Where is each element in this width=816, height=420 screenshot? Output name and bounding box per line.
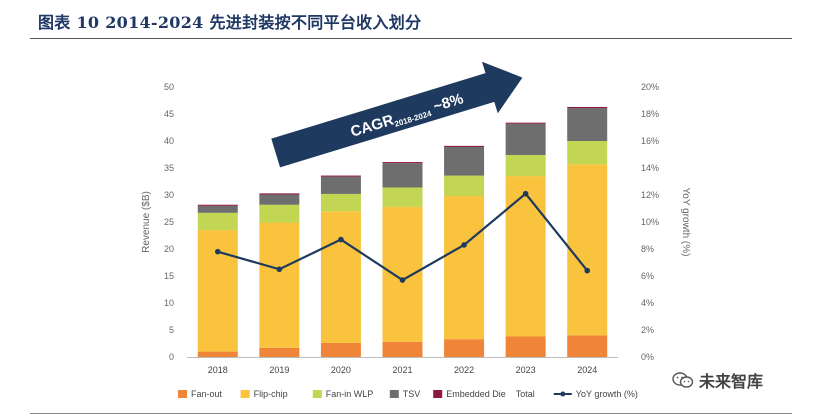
- y-tick-label: 0: [169, 352, 174, 362]
- yoy-growth-point: [584, 267, 591, 274]
- yoy-growth-point: [461, 242, 467, 248]
- bar-tsv: [382, 163, 423, 188]
- y2-tick-label: 10%: [641, 217, 659, 227]
- bar-embedded-die: [444, 145, 485, 147]
- watermark-text: 未来智库: [699, 374, 764, 391]
- y2-tick-label: 18%: [641, 109, 659, 119]
- legend-swatch: [312, 390, 322, 398]
- bar-fan-in-wlp: [382, 187, 423, 207]
- legend-label: YoY growth (%): [576, 389, 638, 399]
- yoy-growth-point: [399, 277, 406, 283]
- x-tick-label: 2020: [331, 365, 351, 375]
- legend-line-marker: [560, 391, 566, 397]
- legend-swatch: [389, 390, 399, 398]
- bar-fan-out: [320, 342, 361, 357]
- bar-flip-chip: [444, 196, 485, 340]
- y2-tick-label: 8%: [641, 244, 654, 254]
- yoy-growth-point: [214, 248, 221, 255]
- legend-swatch: [240, 390, 250, 398]
- bar-fan-out: [505, 336, 546, 357]
- x-tick-label: 2023: [516, 365, 536, 375]
- y-tick-label: 10: [164, 298, 174, 308]
- y2-axis-label: YoY growth (%): [680, 188, 691, 257]
- x-tick-label: 2024: [577, 365, 597, 375]
- y2-tick-label: 20%: [641, 82, 659, 92]
- bar-fan-out: [444, 339, 485, 357]
- bar-embedded-die: [197, 204, 238, 206]
- y2-tick-label: 0%: [641, 352, 654, 362]
- bar-embedded-die: [382, 162, 423, 164]
- bar-embedded-die: [259, 193, 300, 195]
- bar-flip-chip: [259, 222, 300, 348]
- cagr-arrow: CAGR2018-2024 ~8%: [271, 61, 523, 168]
- legend-label: Fan-out: [191, 389, 223, 399]
- y2-tick-label: 12%: [641, 190, 659, 200]
- legend-swatch: [178, 390, 187, 398]
- bar-embedded-die: [320, 175, 361, 177]
- bottom-rule: [30, 413, 792, 414]
- bar-embedded-die: [505, 122, 546, 124]
- legend-label: Flip-chip: [254, 389, 288, 399]
- y-axis-label: Revenue ($B): [141, 191, 152, 253]
- legend-label-total: Total: [516, 389, 535, 399]
- bar-fan-out: [382, 341, 423, 357]
- bar-fan-out: [259, 347, 300, 357]
- y2-tick-label: 14%: [641, 163, 659, 173]
- bar-flip-chip: [567, 164, 608, 336]
- bar-flip-chip: [197, 230, 238, 352]
- legend-swatch: [433, 390, 443, 398]
- x-tick-label: 2018: [208, 365, 228, 375]
- y-tick-label: 15: [164, 271, 174, 281]
- top-rule: [30, 38, 792, 39]
- bar-fan-out: [567, 335, 608, 357]
- bar-flip-chip: [382, 206, 423, 342]
- bar-fan-in-wlp: [259, 204, 300, 223]
- bar-tsv: [505, 123, 546, 156]
- yoy-growth-point: [522, 190, 529, 197]
- bar-fan-in-wlp: [197, 212, 238, 231]
- y-tick-label: 20: [164, 244, 174, 254]
- bar-tsv: [567, 108, 608, 141]
- x-tick-label: 2022: [454, 365, 474, 375]
- watermark: 未来智库: [672, 368, 763, 392]
- figure-title: 图表 10 2014-2024 先进封装按不同平台收入划分: [38, 13, 422, 32]
- bar-flip-chip: [320, 211, 361, 343]
- y-tick-label: 30: [164, 190, 174, 200]
- bar-fan-in-wlp: [567, 141, 608, 165]
- y-tick-label: 50: [164, 82, 174, 92]
- legend-label: Fan-in WLP: [326, 389, 374, 399]
- bar-tsv: [259, 194, 300, 205]
- y2-tick-label: 6%: [641, 271, 654, 281]
- bar-tsv: [197, 205, 238, 213]
- y-tick-label: 40: [164, 136, 174, 146]
- bar-fan-in-wlp: [444, 175, 485, 197]
- wechat-icon: [672, 372, 694, 388]
- yoy-growth-point: [338, 236, 344, 243]
- y-tick-label: 45: [164, 109, 174, 119]
- bar-flip-chip: [505, 176, 546, 337]
- x-tick-label: 2021: [392, 365, 412, 375]
- bar-tsv: [444, 146, 485, 176]
- y-tick-label: 25: [164, 217, 174, 227]
- y2-tick-label: 4%: [641, 298, 654, 308]
- yoy-growth-point: [276, 266, 283, 273]
- legend-label: TSV: [403, 389, 421, 399]
- bar-fan-in-wlp: [320, 193, 361, 212]
- bar-fan-out: [197, 351, 238, 357]
- legend-label: Embedded Die: [446, 389, 506, 399]
- cagr-arrow-shape: [271, 61, 523, 168]
- bar-tsv: [320, 176, 361, 194]
- y2-tick-label: 2%: [641, 325, 654, 335]
- y-tick-label: 35: [164, 163, 174, 173]
- y2-tick-label: 16%: [641, 136, 659, 146]
- bar-embedded-die: [567, 106, 608, 109]
- y-tick-label: 5: [169, 325, 174, 335]
- x-tick-label: 2019: [269, 365, 289, 375]
- bar-fan-in-wlp: [505, 155, 546, 177]
